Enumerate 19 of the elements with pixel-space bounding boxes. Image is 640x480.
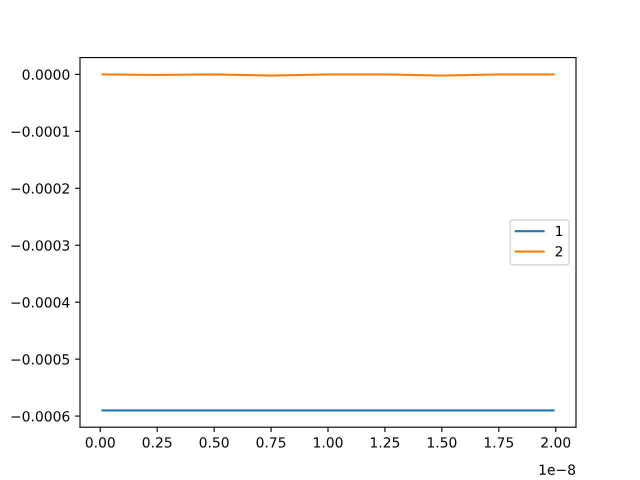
- text: 1e−8: [540, 464, 576, 475]
- y-tick-label: −0.0002: [12, 183, 69, 194]
- legend-label: 2: [556, 246, 562, 256]
- x-tick-label: 1.25: [370, 437, 400, 448]
- x-tick-label: 0.50: [200, 437, 229, 448]
- x-tick-label: 2.00: [541, 437, 570, 448]
- y-tick-label: −0.0005: [12, 354, 70, 365]
- y-tick-label: −0.0001: [12, 126, 69, 137]
- legend-label: 1: [556, 226, 562, 236]
- x-tick-label: 1.00: [314, 437, 343, 448]
- x-tick-label: 0.25: [142, 437, 172, 448]
- x-tick-label: 1.75: [484, 437, 514, 448]
- y-tick-label: −0.0006: [12, 411, 70, 422]
- y-tick-label: −0.0003: [12, 240, 70, 251]
- x-tick-label: 0.75: [256, 437, 286, 448]
- y-tick-label: −0.0004: [12, 297, 70, 308]
- x-tick-label: 0.00: [86, 437, 115, 448]
- x-tick-label: 1.50: [428, 437, 456, 448]
- y-tick-label: 0.0000: [22, 69, 70, 80]
